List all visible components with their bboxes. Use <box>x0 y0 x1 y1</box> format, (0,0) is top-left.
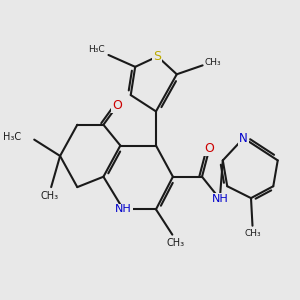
Text: H₃C: H₃C <box>3 132 22 142</box>
Text: CH₃: CH₃ <box>166 238 184 248</box>
Text: NH: NH <box>115 204 132 214</box>
Text: CH₃: CH₃ <box>245 229 261 238</box>
Text: CH₃: CH₃ <box>40 191 58 201</box>
Text: N: N <box>239 132 248 145</box>
Text: O: O <box>205 142 214 155</box>
Text: NH: NH <box>212 194 228 204</box>
Text: CH₃: CH₃ <box>204 58 221 67</box>
Text: S: S <box>154 50 161 63</box>
Text: O: O <box>112 99 122 112</box>
Text: H₃C: H₃C <box>88 44 105 53</box>
